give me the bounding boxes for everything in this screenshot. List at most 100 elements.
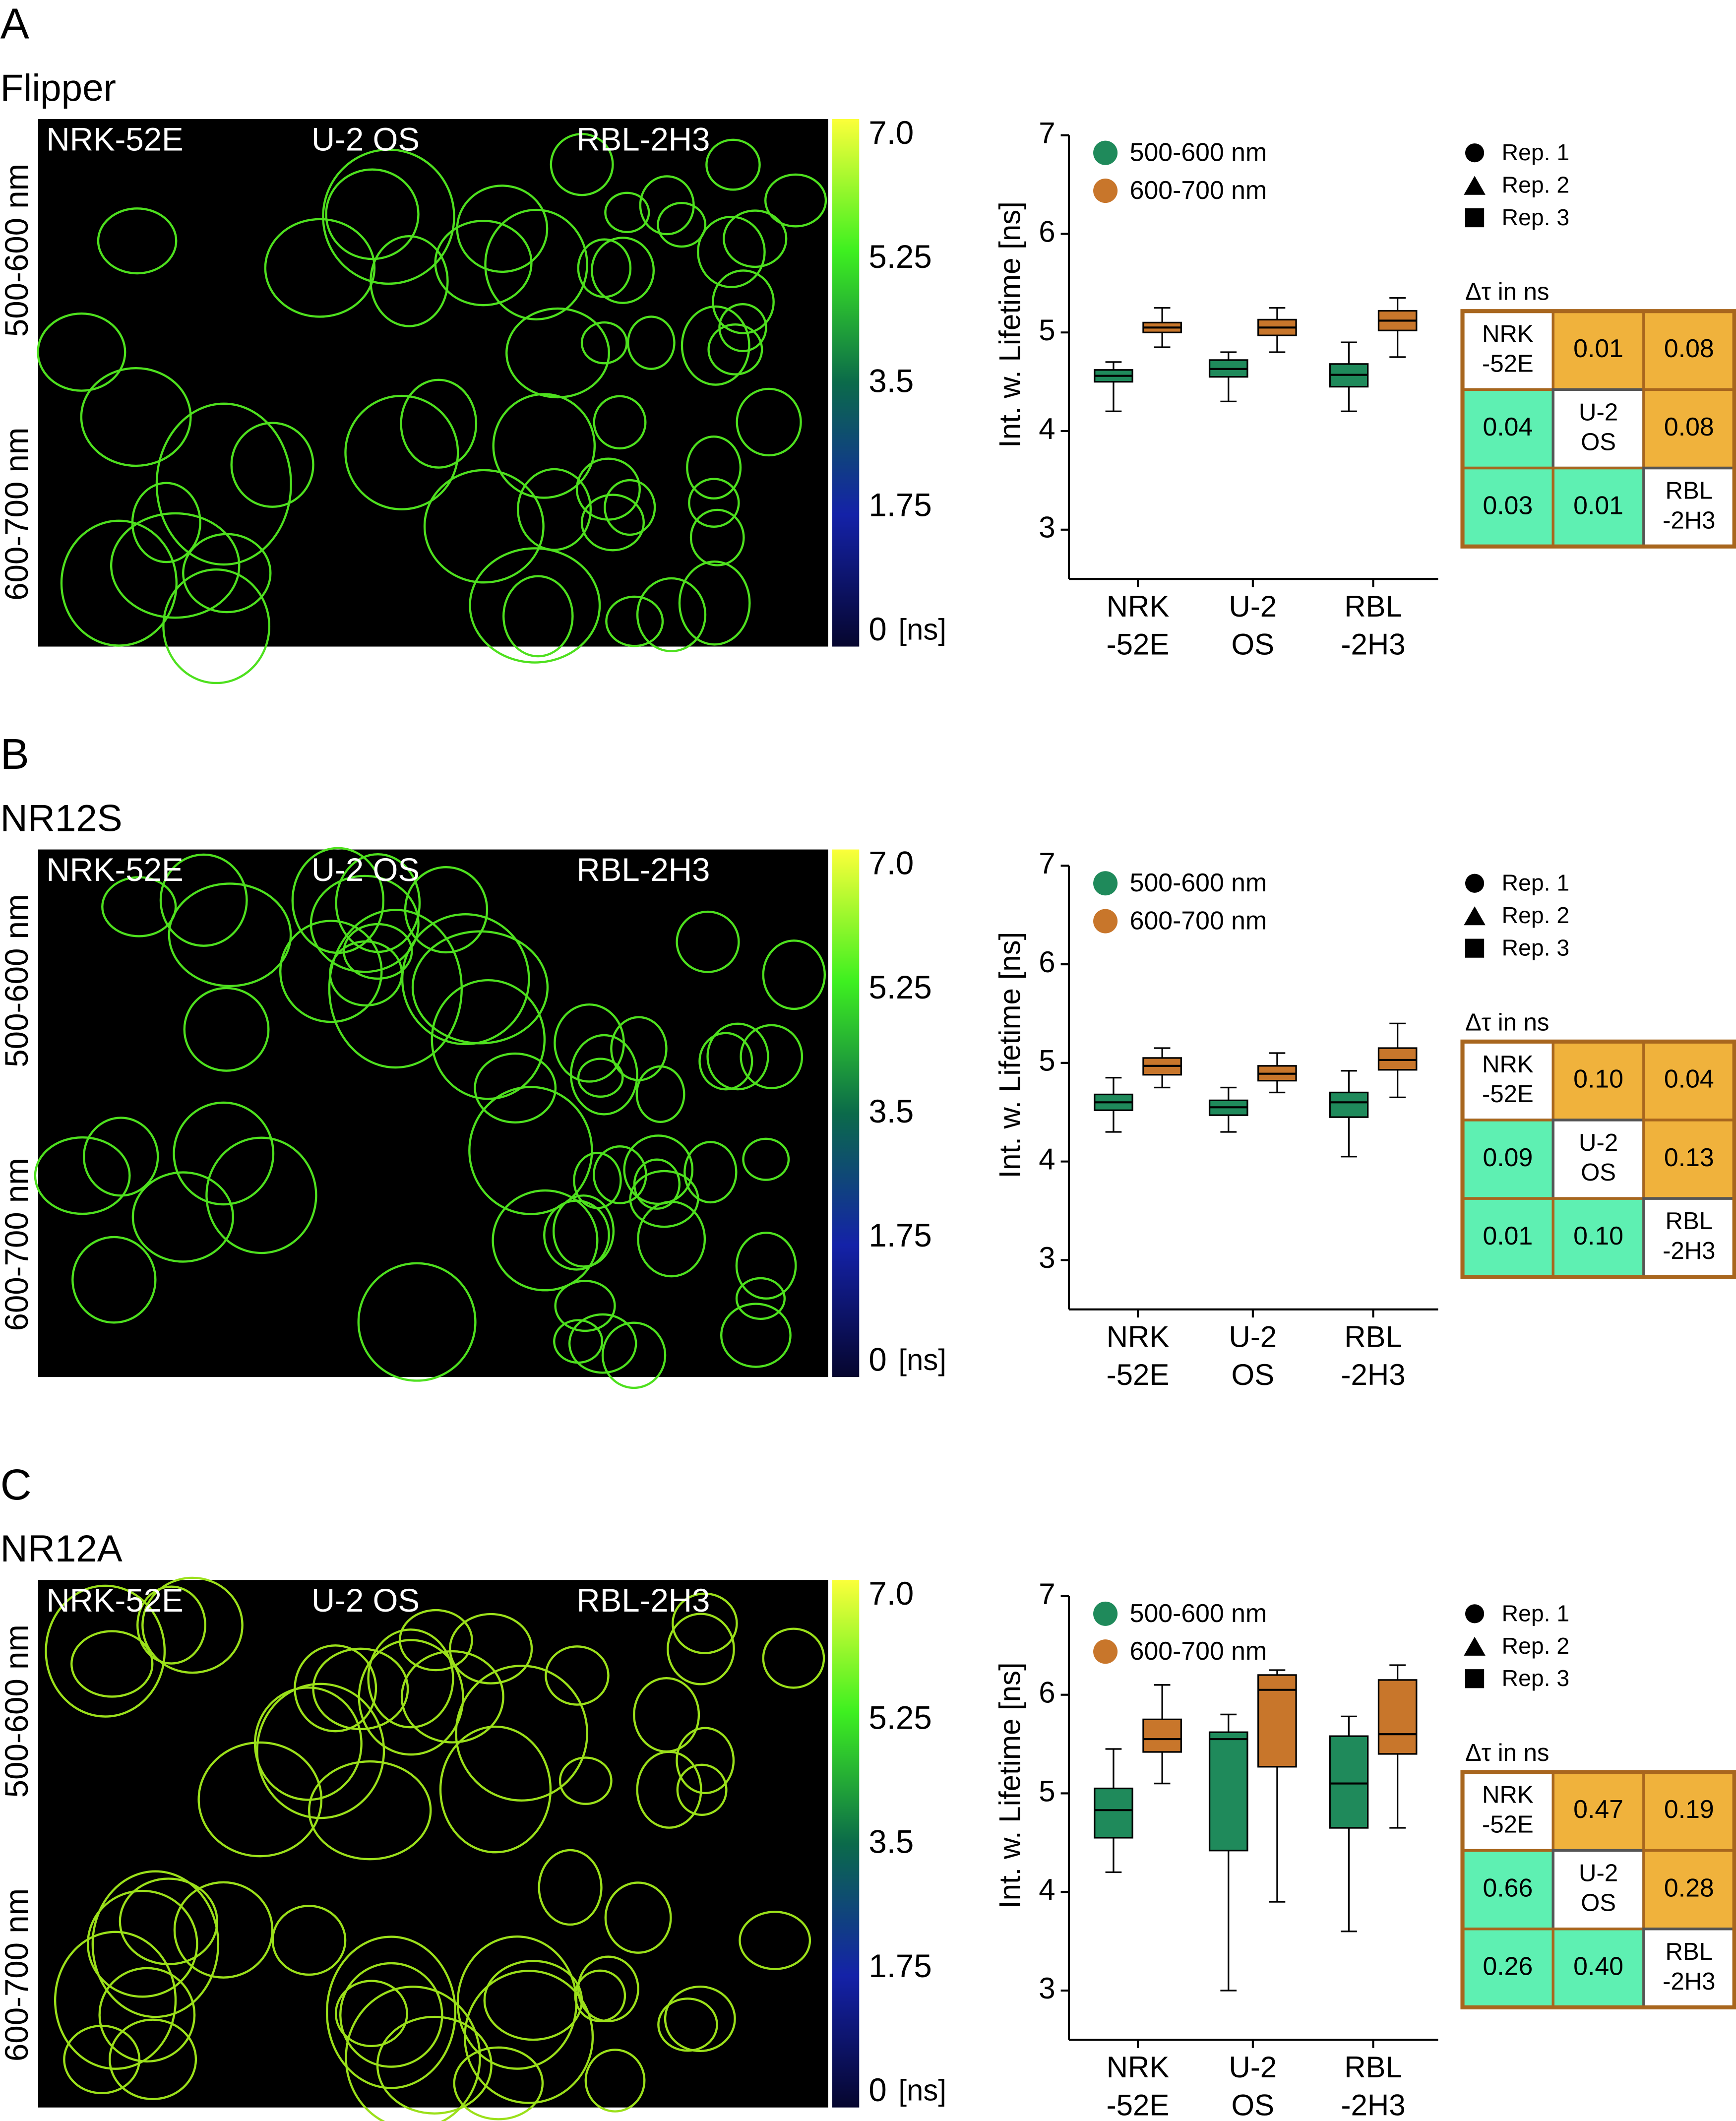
cell-outline xyxy=(604,479,656,536)
cell-outline xyxy=(449,1613,533,1684)
table-border xyxy=(1460,309,1736,549)
cell-outline xyxy=(325,1935,457,2089)
table-label: OS xyxy=(1581,1159,1616,1186)
legend-label: 600-700 nm xyxy=(1130,906,1267,935)
cell-outline xyxy=(681,305,750,386)
shape-marker xyxy=(1464,906,1486,926)
cell-outline xyxy=(45,1584,166,1718)
box xyxy=(1208,1731,1248,1852)
cell-outline xyxy=(463,1970,594,2104)
dye-name: NR12A xyxy=(0,1528,123,1570)
cell-outline xyxy=(492,1189,599,1292)
cell-outline xyxy=(601,1321,667,1389)
table-label: U-2 xyxy=(1579,1129,1618,1156)
cell-outline xyxy=(688,478,740,528)
cell-outline xyxy=(580,321,628,365)
cell-outline xyxy=(723,209,788,268)
colorbar-tick-label: 5.25 xyxy=(868,1699,931,1736)
shape-marker xyxy=(1465,873,1485,893)
cell-outline xyxy=(552,1194,615,1268)
legend-marker xyxy=(1093,1601,1118,1626)
box xyxy=(1329,1091,1369,1118)
cell-outline xyxy=(173,1881,274,1979)
table-label: OS xyxy=(1581,429,1616,455)
cell-outline xyxy=(344,394,459,510)
shape-marker xyxy=(1465,208,1485,228)
table-value: 0.01 xyxy=(1483,1221,1533,1250)
row-label: 600-700 nm xyxy=(0,1158,35,1331)
cell-outline xyxy=(633,1677,700,1753)
row-label: 600-700 nm xyxy=(0,428,35,601)
colorbar-tick-label: 7.0 xyxy=(868,845,914,881)
y-axis-label: Int. w. Lifetime [ns] xyxy=(993,201,1026,448)
table-label: NRK xyxy=(1482,1781,1534,1808)
cell-outline xyxy=(34,1136,131,1215)
cell-outline xyxy=(468,1086,593,1215)
cell-outline xyxy=(401,913,530,1046)
cell-outline xyxy=(735,1232,797,1300)
cell-line-label: RBL-2H3 xyxy=(576,1582,710,1619)
cell-outline xyxy=(591,237,655,304)
cell-outline xyxy=(370,235,449,327)
cell-outline xyxy=(80,367,192,467)
cell-outline xyxy=(686,436,742,500)
shape-legend-label: Rep. 3 xyxy=(1502,1665,1570,1691)
cell-outline xyxy=(97,207,178,275)
box xyxy=(1142,1718,1182,1753)
shape-legend-label: Rep. 2 xyxy=(1502,1633,1570,1659)
cell-outline xyxy=(110,512,241,619)
y-tick-label: 6 xyxy=(1039,215,1055,248)
cell-outline xyxy=(423,469,545,584)
colorbar-tick-label: 0 xyxy=(868,2072,886,2108)
legend-marker xyxy=(1093,871,1118,896)
shape-legend-label: Rep. 1 xyxy=(1502,870,1570,896)
cell-outline xyxy=(182,533,272,614)
table-border xyxy=(1460,1770,1736,2010)
colorbar-tick-label: 1.75 xyxy=(868,1948,931,1984)
cell-outline xyxy=(604,1881,672,1954)
cell-outline xyxy=(101,876,177,937)
table-value: 0.26 xyxy=(1483,1952,1533,1981)
shape-legend-label: Rep. 1 xyxy=(1502,1600,1570,1626)
table-value: 0.01 xyxy=(1573,491,1623,519)
cell-outline xyxy=(742,1137,790,1181)
cell-outline xyxy=(455,1665,588,1802)
cell-outline xyxy=(279,920,383,1023)
y-axis-label: Int. w. Lifetime [ns] xyxy=(993,932,1026,1179)
cell-outline xyxy=(119,1877,219,1966)
legend-label: 600-700 nm xyxy=(1130,176,1267,204)
row-label: 500-600 nm xyxy=(0,894,35,1067)
shape-legend-label: Rep. 2 xyxy=(1502,902,1570,928)
cell-outline xyxy=(484,208,588,320)
table-value: 0.10 xyxy=(1573,1221,1623,1250)
y-tick-label: 3 xyxy=(1039,511,1055,544)
cell-outline xyxy=(580,494,645,552)
table-label: -52E xyxy=(1482,1811,1534,1838)
colorbar-tick-label: 7.0 xyxy=(868,1575,914,1612)
cell-outline xyxy=(168,882,292,988)
cell-outline xyxy=(131,1171,234,1263)
cell-outline xyxy=(205,1136,317,1254)
cell-outline xyxy=(558,1756,613,1805)
legend-marker xyxy=(1093,909,1118,934)
x-tick-label: U-2 xyxy=(1229,590,1277,623)
shape-marker xyxy=(1465,143,1485,163)
cell-outline xyxy=(676,910,740,973)
y-tick-label: 7 xyxy=(1039,117,1055,150)
cell-outline xyxy=(357,1262,477,1382)
table-value: 0.28 xyxy=(1664,1873,1714,1902)
y-tick-label: 3 xyxy=(1039,1972,1055,2005)
cell-outlines xyxy=(37,133,827,685)
row-label: 600-700 nm xyxy=(0,1888,35,2061)
cell-outline xyxy=(483,1960,583,2041)
panel-label: B xyxy=(0,730,29,778)
cell-outlines xyxy=(34,847,826,1389)
y-tick-label: 6 xyxy=(1039,1676,1055,1709)
cell-outline xyxy=(109,2018,197,2100)
x-tick-label: U-2 xyxy=(1229,2051,1277,2084)
cell-outline xyxy=(264,218,376,318)
table-value: 0.13 xyxy=(1664,1143,1714,1172)
cell-outline xyxy=(517,468,592,551)
table-title: Δτ in ns xyxy=(1465,279,1549,306)
